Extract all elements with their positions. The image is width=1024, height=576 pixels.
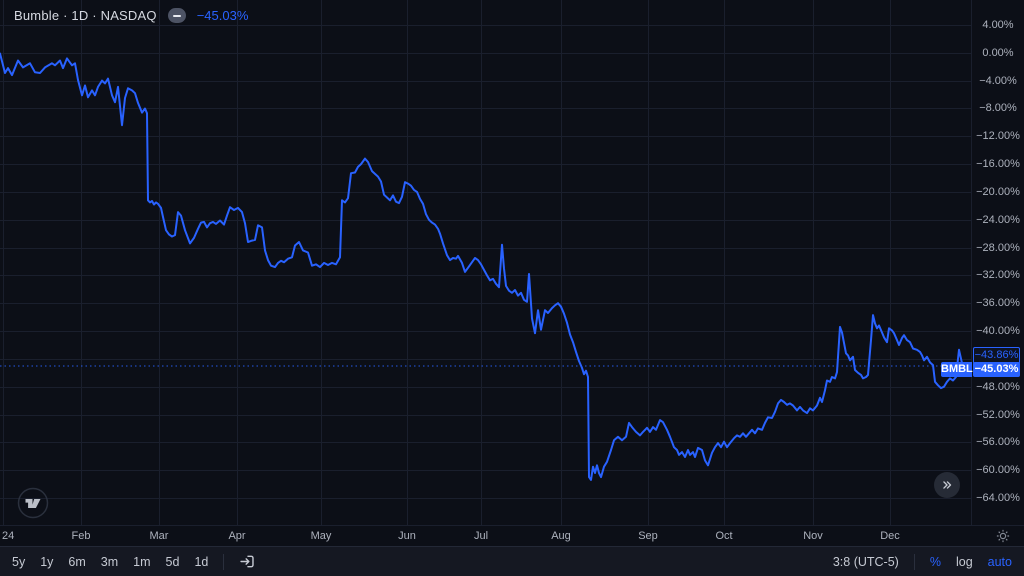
scroll-right-button[interactable]: [934, 472, 960, 498]
time-axis-label: Mar: [149, 530, 169, 542]
bottom-toolbar: 5y 1y 6m 3m 1m 5d 1d 3:8 (UTC-5) % log a…: [0, 546, 1024, 576]
tradingview-logo-icon[interactable]: [17, 487, 49, 519]
price-axis-label: −20.00%: [976, 185, 1020, 198]
price-chart-canvas[interactable]: [0, 0, 972, 525]
range-button-1d[interactable]: 1d: [194, 554, 209, 569]
range-button-3m[interactable]: 3m: [100, 554, 119, 569]
time-axis-label: Aug: [551, 530, 571, 542]
symbol-tag: BMBL: [941, 362, 973, 377]
price-axis-label: −24.00%: [976, 213, 1020, 226]
time-axis-label: Dec: [880, 530, 900, 542]
market-time[interactable]: 3:8 (UTC-5): [832, 554, 899, 569]
time-axis-label: Jun: [398, 530, 416, 542]
price-axis-label: −28.00%: [976, 241, 1020, 254]
range-button-1m[interactable]: 1m: [133, 554, 151, 569]
range-button-1y[interactable]: 1y: [40, 554, 54, 569]
price-axis-label: −16.00%: [976, 158, 1020, 171]
percent-scale-button[interactable]: %: [929, 554, 941, 569]
time-axis-label: Apr: [228, 530, 246, 542]
change-percent-value: −45.03%: [196, 8, 249, 23]
price-axis-label: −56.00%: [976, 436, 1020, 449]
time-axis-label: Oct: [715, 530, 733, 542]
price-axis-label: −52.00%: [976, 408, 1020, 421]
price-axis-label: −32.00%: [976, 269, 1020, 282]
log-scale-button[interactable]: log: [955, 554, 973, 569]
range-button-5d[interactable]: 5d: [165, 554, 180, 569]
price-axis[interactable]: 4.00% 0.00% −4.00% −8.00% −12.00% −16.00% −20.…: [971, 0, 1024, 525]
time-axis-label: Jul: [473, 530, 489, 542]
time-axis-label: Nov: [803, 530, 823, 542]
price-axis-label: −60.00%: [976, 464, 1020, 477]
legend-collapse-button[interactable]: [167, 8, 186, 23]
time-axis-label: Feb: [71, 530, 91, 542]
price-axis-label: 4.00%: [982, 19, 1014, 31]
auto-scale-button[interactable]: auto: [987, 554, 1012, 569]
range-buttons: 5y 1y 6m 3m 1m 5d 1d: [12, 553, 256, 570]
price-axis-label: −4.00%: [979, 74, 1017, 87]
toolbar-divider: [223, 553, 225, 570]
price-axis-label: −12.00%: [976, 130, 1020, 143]
price-axis-label: −36.00%: [976, 297, 1020, 310]
minus-icon: [172, 14, 181, 17]
gear-icon[interactable]: [996, 529, 1010, 543]
symbol-legend: Bumble · 1D · NASDAQ −45.03%: [14, 8, 248, 23]
current-price-label: −45.03%: [973, 362, 1020, 377]
double-chevron-right-icon: [943, 481, 952, 489]
time-axis-label: Sep: [638, 530, 658, 542]
go-to-date-icon[interactable]: [239, 553, 256, 570]
time-axis-label: 24: [2, 530, 15, 542]
price-axis-label: −64.00%: [976, 492, 1020, 504]
price-axis-label: −48.00%: [976, 380, 1020, 393]
time-axis[interactable]: 24 Feb Mar Apr May Jun Jul Aug Sep Oct Nov Dec: [0, 525, 1024, 547]
range-button-5y[interactable]: 5y: [12, 554, 26, 569]
price-axis-label: −40.00%: [976, 325, 1020, 338]
range-button-6m[interactable]: 6m: [68, 554, 86, 569]
symbol-title[interactable]: Bumble · 1D · NASDAQ: [14, 8, 157, 23]
time-axis-label: May: [310, 530, 332, 542]
price-axis-label: 0.00%: [982, 46, 1014, 59]
toolbar-divider: [913, 553, 915, 570]
scale-controls: 3:8 (UTC-5) % log auto: [832, 553, 1012, 570]
price-axis-label: −8.00%: [979, 102, 1017, 115]
